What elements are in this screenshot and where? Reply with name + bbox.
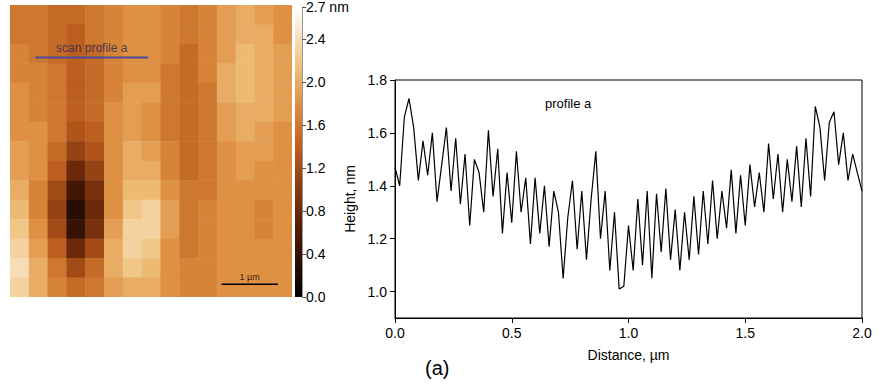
svg-text:profile a: profile a <box>545 96 592 111</box>
svg-text:1.6: 1.6 <box>306 117 326 133</box>
svg-text:(a): (a) <box>425 357 449 379</box>
svg-text:1.0: 1.0 <box>368 284 388 300</box>
svg-text:Distance, µm: Distance, µm <box>588 347 670 363</box>
svg-text:Height, nm: Height, nm <box>342 165 358 233</box>
svg-text:2.0: 2.0 <box>306 74 326 90</box>
svg-text:1.6: 1.6 <box>368 125 388 141</box>
svg-text:1.0: 1.0 <box>619 325 639 341</box>
svg-text:0.0: 0.0 <box>385 325 405 341</box>
svg-text:1.5: 1.5 <box>736 325 756 341</box>
svg-text:0.4: 0.4 <box>306 246 326 262</box>
svg-text:scan profile a: scan profile a <box>56 41 128 55</box>
svg-text:2.0: 2.0 <box>852 325 872 341</box>
svg-text:1 µm: 1 µm <box>240 272 260 282</box>
svg-text:2.7 nm: 2.7 nm <box>306 0 349 15</box>
svg-text:1.2: 1.2 <box>368 231 388 247</box>
svg-text:0.5: 0.5 <box>502 325 522 341</box>
svg-text:1.2: 1.2 <box>306 160 326 176</box>
svg-text:2.4: 2.4 <box>306 31 326 47</box>
svg-text:1.4: 1.4 <box>368 178 388 194</box>
svg-text:0.8: 0.8 <box>306 203 326 219</box>
svg-text:1.8: 1.8 <box>368 72 388 88</box>
svg-text:0.0: 0.0 <box>306 289 326 305</box>
